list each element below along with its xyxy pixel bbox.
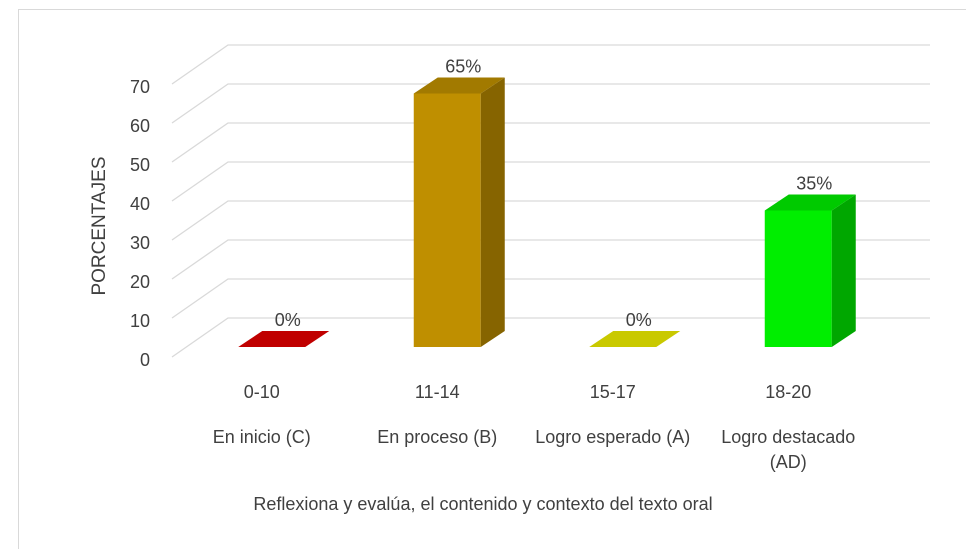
y-tick-label: 30 — [130, 233, 150, 253]
y-tick-label: 10 — [130, 311, 150, 331]
value-label: 0% — [275, 310, 301, 330]
bar-top — [589, 331, 681, 347]
grid-line — [171, 278, 930, 319]
x-range-label: 15-17 — [589, 382, 636, 402]
bar-top — [413, 77, 505, 94]
x-tick-label: En inicio (C) — [212, 427, 311, 447]
x-range-label: 11-14 — [414, 382, 460, 402]
x-tick-label: En proceso (B) — [377, 427, 498, 447]
value-label: 35% — [796, 173, 832, 193]
y-tick-label: 70 — [130, 77, 150, 97]
bar — [238, 331, 330, 347]
grid-line — [171, 161, 930, 202]
bar — [764, 194, 856, 347]
x-tick-label: Logro esperado (A) — [535, 427, 691, 447]
y-tick-label: 40 — [130, 194, 150, 214]
bar-front — [764, 210, 832, 347]
grid-line — [171, 44, 930, 85]
value-label: 0% — [626, 310, 652, 330]
grid-line — [171, 239, 930, 280]
bar — [589, 331, 681, 347]
y-axis-title: PORCENTAJES — [89, 156, 110, 295]
y-tick-label: 20 — [130, 272, 150, 292]
grid-line — [171, 317, 930, 358]
bar-side — [480, 77, 505, 347]
y-tick-label: 0 — [140, 350, 150, 370]
x-tick-label: Logro destacado (AD) — [721, 427, 856, 472]
bar-top — [764, 194, 856, 211]
bar-front — [413, 93, 481, 347]
chart-border — [18, 9, 966, 549]
y-tick-label: 60 — [130, 116, 150, 136]
grid-line — [171, 83, 930, 124]
value-label: 65% — [445, 56, 481, 76]
bar-top — [238, 331, 330, 347]
x-axis-title: Reflexiona y evalúa, el contenido y cont… — [253, 494, 712, 514]
x-range-label: 0-10 — [243, 382, 280, 402]
grid-line — [171, 122, 930, 163]
grid-line — [171, 200, 930, 241]
x-range-label: 18-20 — [765, 382, 812, 402]
y-tick-label: 50 — [130, 155, 150, 175]
bar-side — [831, 194, 856, 347]
bar — [413, 77, 505, 347]
